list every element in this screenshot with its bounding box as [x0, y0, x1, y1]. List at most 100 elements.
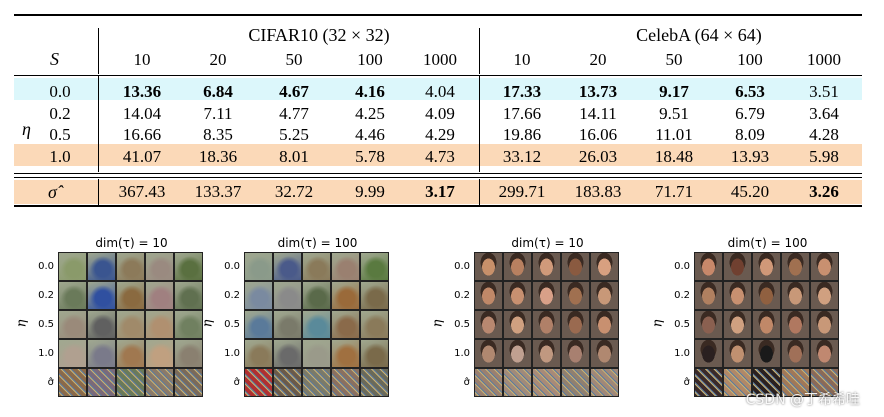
panel-row-label: 0.5: [38, 319, 54, 330]
table-cell: 16.06: [578, 125, 618, 144]
sample-image: [475, 311, 502, 338]
sample-image: [245, 311, 272, 338]
sample-grid: [244, 252, 389, 397]
table-mid-rule: [14, 75, 862, 76]
sample-image: [591, 282, 618, 309]
sample-image: [146, 282, 173, 309]
sample-image: [303, 282, 330, 309]
sample-image: [146, 340, 173, 367]
sample-image: [361, 311, 388, 338]
table-cell: 4.29: [425, 125, 455, 144]
panel-row-label: 0.0: [224, 261, 240, 272]
panel-row-label: 1.0: [674, 348, 690, 359]
sample-image: [562, 282, 589, 309]
table-cell: 32.72: [274, 182, 314, 201]
sample-image: [303, 253, 330, 280]
sample-image: [245, 282, 272, 309]
row-group-eta: η: [22, 119, 31, 139]
panel-row-label: 1.0: [224, 348, 240, 359]
sample-image: [332, 253, 359, 280]
row-highlight: [14, 180, 862, 204]
table-cell: 5.98: [809, 147, 839, 166]
panel-row-label: 0.2: [224, 290, 240, 301]
table-cell: 9.99: [355, 182, 385, 201]
sample-image: [782, 282, 809, 309]
sample-image: [811, 311, 838, 338]
sample-image: [245, 340, 272, 367]
sample-image: [146, 311, 173, 338]
table-cell: 4.16: [355, 82, 385, 101]
watermark: CSDN @丁希希哇: [745, 392, 860, 408]
sample-image: [274, 253, 301, 280]
table-cell: 4.46: [355, 125, 385, 144]
results-table: CIFAR10 (32 × 32) CelebA (64 × 64) S 10 2…: [14, 14, 862, 210]
table-cell: 18.36: [198, 147, 238, 166]
column-header: 1000: [423, 50, 457, 69]
table-cell: 4.25: [355, 104, 385, 123]
table-cell: 8.01: [279, 147, 309, 166]
sample-image: [175, 253, 202, 280]
sample-image: [811, 369, 838, 396]
sample-image: [562, 369, 589, 396]
column-header: 20: [589, 50, 607, 69]
table-cell: 4.09: [425, 104, 455, 123]
table-cell: 19.86: [502, 125, 542, 144]
sample-image: [117, 369, 144, 396]
group-header-celeba: CelebA (64 × 64): [636, 25, 762, 45]
sample-image: [504, 340, 531, 367]
sample-image: [811, 282, 838, 309]
sample-image: [591, 340, 618, 367]
sample-image: [117, 340, 144, 367]
column-header: 100: [737, 50, 763, 69]
table-cell: 6.79: [735, 104, 765, 123]
sample-image: [117, 282, 144, 309]
table-cell: 41.07: [122, 147, 162, 166]
sample-image: [753, 369, 780, 396]
sample-image: [146, 369, 173, 396]
table-cell: 4.73: [425, 147, 455, 166]
sample-image: [753, 282, 780, 309]
col-header-s: S: [50, 49, 59, 69]
sample-image: [361, 253, 388, 280]
eta-value: 0.5: [49, 125, 71, 144]
vdivider-sigma-mid: [479, 179, 480, 205]
table-cell: 8.09: [735, 125, 765, 144]
sample-image: [753, 311, 780, 338]
table-cell: 71.71: [654, 182, 694, 201]
vdivider-header-mid: [479, 28, 480, 74]
sample-image: [274, 282, 301, 309]
sample-image: [59, 311, 86, 338]
panel-row-label: 0.5: [224, 319, 240, 330]
sample-image: [724, 282, 751, 309]
row-highlight: [14, 78, 862, 100]
sample-image: [303, 369, 330, 396]
panel-row-label: 0.5: [454, 319, 470, 330]
table-cell: 9.51: [659, 104, 689, 123]
table-cell: 17.33: [502, 82, 542, 101]
table-cell: 13.36: [122, 82, 162, 101]
sample-image: [475, 340, 502, 367]
panel-title: dim(τ) = 10: [95, 236, 168, 250]
sample-image: [274, 340, 301, 367]
column-header: 50: [665, 50, 683, 69]
sample-image: [504, 311, 531, 338]
sample-image: [332, 282, 359, 309]
sample-image: [533, 282, 560, 309]
sample-image: [175, 369, 202, 396]
sample-image: [533, 311, 560, 338]
vdivider-body-left: [98, 76, 99, 172]
sample-image: [59, 369, 86, 396]
table-cell: 7.11: [203, 104, 233, 123]
sample-image: [475, 253, 502, 280]
table-cell: 4.04: [425, 82, 455, 101]
table-cell: 17.66: [502, 104, 542, 123]
panel-title: dim(τ) = 100: [727, 236, 808, 250]
sample-image: [811, 253, 838, 280]
sample-image: [245, 369, 272, 396]
table-cell: 11.01: [655, 125, 693, 144]
sample-image: [361, 282, 388, 309]
panel-row-label: σ̂: [683, 377, 690, 388]
sample-grid: [694, 252, 839, 397]
column-header: 10: [513, 50, 531, 69]
panel-row-label: σ̂: [233, 377, 240, 388]
